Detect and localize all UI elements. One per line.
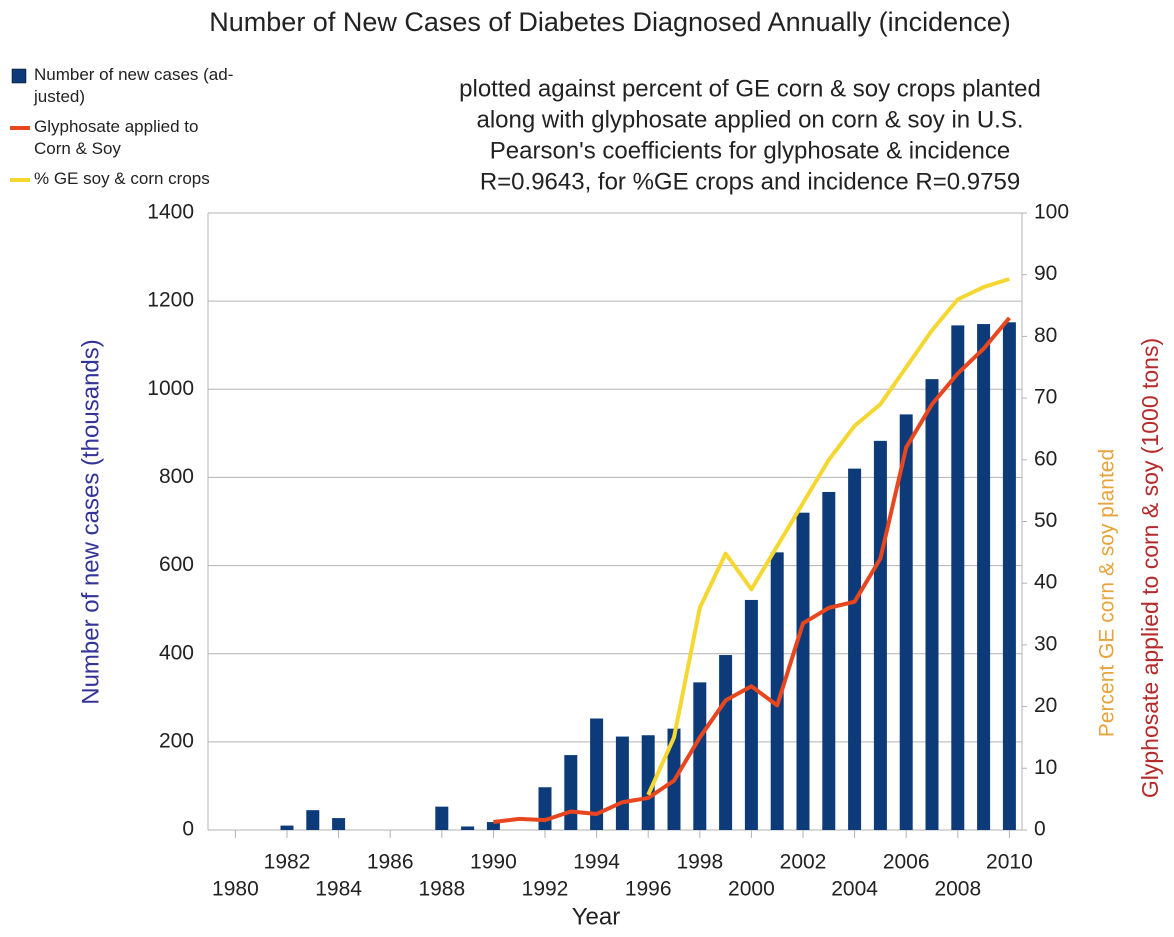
bar — [1002, 322, 1016, 830]
legend-label: Number of new cases (ad-justed) — [33, 65, 233, 106]
subtitle: R=0.9643, for %GE crops and incidence R=… — [480, 168, 1020, 195]
line — [646, 277, 1010, 796]
subtitle: along with glyphosate applied on corn & … — [477, 106, 1024, 133]
bar — [744, 599, 758, 830]
y-tick-label: 0 — [182, 818, 194, 841]
bar — [951, 325, 965, 830]
x-tick-label: 1994 — [573, 851, 620, 874]
y-tick-label: 1400 — [147, 201, 194, 224]
y2-tick-label: 60 — [1034, 447, 1057, 470]
y-tick-label: 1200 — [147, 289, 194, 312]
bar — [486, 822, 500, 830]
y-tick-label: 200 — [159, 729, 194, 752]
y-tick-label: 1000 — [147, 377, 194, 400]
y2-tick-label: 40 — [1034, 571, 1057, 594]
x-tick-label: 2004 — [831, 878, 878, 901]
bar — [693, 682, 707, 830]
bar — [873, 440, 887, 830]
legend-swatch — [11, 68, 27, 84]
x-tick-label: 1980 — [212, 878, 259, 901]
y-tick-label: 800 — [159, 465, 194, 488]
bar — [822, 491, 836, 830]
bar — [615, 736, 629, 830]
x-tick-label: 1982 — [264, 851, 311, 874]
y2-axis-label: Percent GE corn & soy planted — [1096, 449, 1119, 737]
bar — [332, 818, 346, 830]
x-tick-label: 2008 — [934, 878, 981, 901]
x-tick-label: 1990 — [470, 851, 517, 874]
y2-tick-label: 10 — [1034, 756, 1057, 779]
subtitle: plotted against percent of GE corn & soy… — [459, 75, 1041, 102]
bar — [925, 379, 939, 830]
bar — [306, 810, 320, 830]
bar — [899, 414, 913, 830]
bar — [977, 324, 991, 830]
legend-label: Glyphosate applied to Corn & Soy — [34, 117, 198, 158]
bar — [538, 787, 552, 830]
y-axis-label: Number of new cases (thousands) — [77, 339, 104, 705]
bar — [435, 806, 449, 830]
subtitle: Pearson's coefficients for glyphosate & … — [490, 137, 1010, 164]
y2-tick-label: 0 — [1034, 818, 1046, 841]
bar — [770, 552, 784, 830]
bar — [848, 468, 862, 830]
x-tick-label: 1998 — [676, 851, 723, 874]
bar — [796, 512, 810, 830]
y2-tick-label: 80 — [1034, 324, 1057, 347]
x-axis-label: Year — [572, 903, 621, 930]
x-tick-label: 1988 — [418, 878, 465, 901]
y-tick-label: 600 — [159, 553, 194, 576]
y2-axis-label: Glyphosate applied to corn & soy (1000 t… — [1137, 338, 1163, 798]
legend-label: % GE soy & corn crops — [34, 169, 210, 188]
x-tick-label: 2002 — [780, 851, 827, 874]
line — [493, 316, 1011, 824]
x-tick-label: 2006 — [883, 851, 930, 874]
y-tick-label: 400 — [159, 641, 194, 664]
y2-tick-label: 50 — [1034, 509, 1057, 532]
x-tick-label: 2010 — [986, 851, 1033, 874]
y2-tick-label: 100 — [1034, 201, 1069, 224]
x-tick-label: 1986 — [367, 851, 414, 874]
bar — [641, 735, 655, 830]
x-tick-label: 2000 — [728, 878, 775, 901]
bar — [280, 825, 294, 830]
bar — [719, 655, 733, 830]
bar — [461, 826, 475, 830]
bar — [564, 755, 578, 830]
x-tick-label: 1996 — [625, 878, 672, 901]
y2-tick-label: 70 — [1034, 386, 1057, 409]
y2-tick-label: 90 — [1034, 262, 1057, 285]
bar — [590, 718, 604, 830]
chart-title: Number of New Cases of Diabetes Diagnose… — [209, 7, 1010, 37]
x-tick-label: 1992 — [522, 878, 569, 901]
y2-tick-label: 30 — [1034, 632, 1057, 655]
y2-tick-label: 20 — [1034, 694, 1057, 717]
x-tick-label: 1984 — [315, 878, 362, 901]
